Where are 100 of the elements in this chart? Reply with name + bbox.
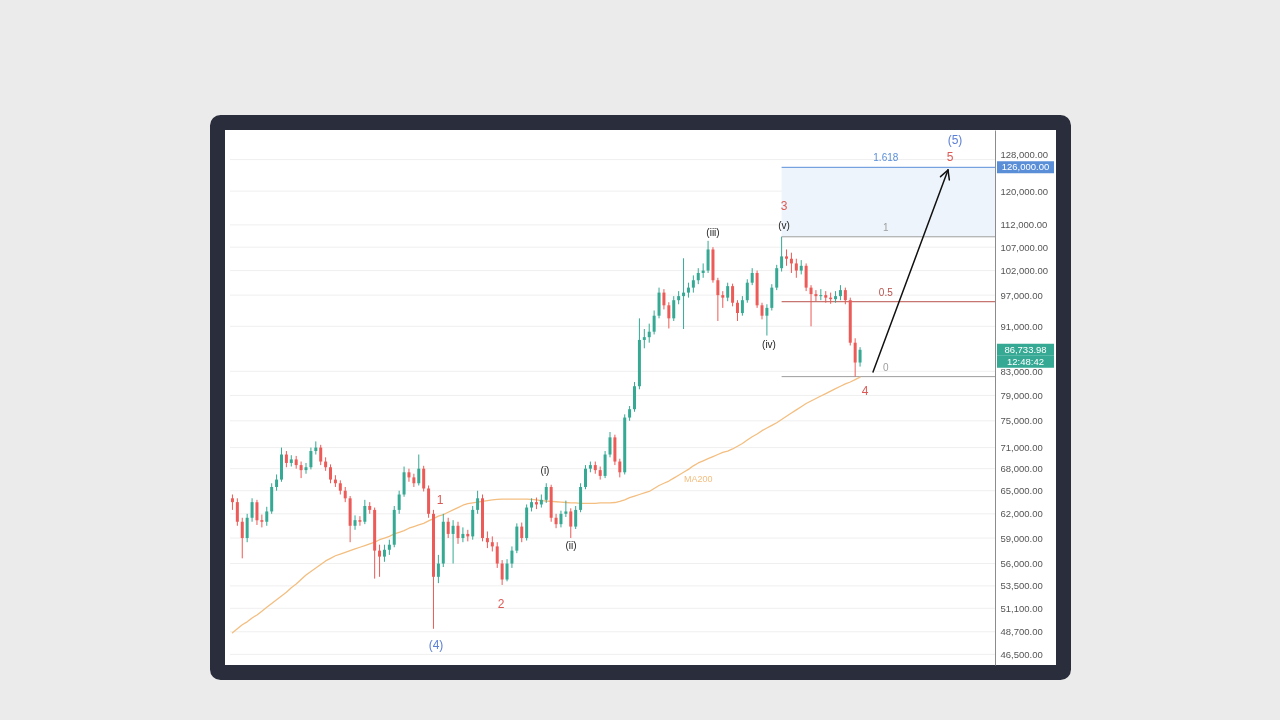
candlestick [706, 240, 710, 274]
candlestick [740, 295, 744, 317]
candlestick [255, 499, 259, 526]
y-tick-label: 46,500.00 [1000, 648, 1043, 660]
annotation: 4 [861, 384, 869, 398]
candlestick [765, 303, 769, 337]
candlestick [436, 554, 440, 584]
candlestick [745, 278, 749, 304]
candlestick [520, 522, 524, 543]
candlestick [412, 473, 416, 488]
candlestick [299, 461, 303, 479]
y-tick-label: 68,000.00 [1000, 463, 1043, 475]
candlestick [417, 454, 421, 486]
candlestick [569, 507, 573, 539]
candlestick [814, 289, 818, 302]
text: (5) [947, 133, 963, 147]
candlestick [329, 463, 333, 484]
candlestick [667, 301, 671, 329]
candlestick [603, 450, 607, 479]
text: 12:48:42 [1007, 355, 1044, 367]
candlestick [642, 328, 646, 349]
y-tick-label: 62,000.00 [1000, 508, 1043, 520]
y-tick-label: 102,000.00 [1000, 265, 1049, 277]
candlestick [510, 545, 514, 569]
text: 0.5 [878, 286, 894, 298]
candlestick [451, 519, 455, 565]
annotation: (ii) [565, 540, 577, 551]
annotation: (4) [428, 638, 444, 652]
candlestick [461, 526, 465, 543]
candlestick [770, 283, 774, 311]
candlestick [819, 288, 823, 301]
candlestick [235, 497, 239, 527]
candlestick [608, 431, 612, 458]
y-tick-label: 79,000.00 [1000, 389, 1043, 401]
candlestick [260, 514, 264, 528]
series-label: MA200 [683, 473, 713, 484]
candlestick [716, 277, 720, 322]
line-series [231, 376, 861, 634]
y-tick-label: 48,700.00 [1000, 626, 1043, 638]
candlestick [495, 541, 499, 569]
text: 0 [883, 361, 890, 373]
candlestick [250, 497, 254, 523]
y-tick-label: 71,000.00 [1000, 442, 1043, 454]
text: 86,733.98 [1004, 343, 1047, 355]
candlestick [794, 258, 798, 279]
candlestick [853, 337, 857, 378]
candlestick [652, 309, 656, 335]
y-tick-label: 120,000.00 [1000, 185, 1049, 197]
y-tick-label: 112,000.00 [1000, 219, 1048, 231]
candlestick [564, 500, 568, 518]
candlestick [633, 381, 637, 413]
y-tick-label: 75,000.00 [1000, 415, 1043, 427]
annotation: 2 [497, 597, 505, 611]
candlestick [500, 559, 504, 586]
candlestick [775, 264, 779, 291]
y-tick-label: 91,000.00 [1000, 320, 1043, 332]
candlestick [358, 515, 362, 527]
candlestick [353, 514, 357, 531]
y-tick-label: 97,000.00 [1000, 289, 1043, 301]
candlestick [618, 458, 622, 478]
candlestick [583, 464, 587, 490]
annotation: 3 [780, 199, 788, 213]
candlestick [735, 299, 739, 322]
y-tick-label: 59,000.00 [1000, 532, 1043, 544]
annotation: 1 [436, 493, 444, 507]
candlestick [554, 513, 558, 529]
text: 5 [946, 150, 954, 164]
candlestick [731, 283, 735, 307]
y-tick-label: 128,000.00 [1000, 149, 1049, 161]
candlestick [579, 482, 583, 513]
candlestick [672, 295, 676, 322]
candlestick [662, 288, 666, 310]
y-tick-label: 56,000.00 [1000, 558, 1043, 570]
candlestick [476, 490, 480, 515]
candlestick [505, 558, 509, 582]
y-tick-label: 107,000.00 [1000, 241, 1049, 253]
y-tick-label: 65,000.00 [1000, 485, 1043, 497]
candlestick [378, 544, 382, 578]
candlestick [402, 466, 406, 498]
candlestick [804, 262, 808, 292]
candlestick [240, 517, 244, 559]
candlestick [245, 513, 249, 543]
candlestick [544, 482, 548, 504]
text: 1 [883, 221, 890, 233]
candlestick [304, 462, 308, 475]
candlestick [858, 346, 862, 368]
annotation: (iii) [706, 227, 720, 238]
candlestick [407, 468, 411, 483]
y-tick-label: 83,000.00 [1000, 365, 1043, 377]
annotation: (v) [778, 220, 790, 231]
candlestick [780, 236, 784, 273]
candlestick [319, 444, 323, 466]
candlestick [422, 465, 426, 492]
text: 126,000.00 [1001, 161, 1050, 173]
y-tick-label: 53,500.00 [1000, 580, 1043, 592]
y-tick-label: 51,100.00 [1000, 602, 1043, 614]
candlestick [726, 282, 730, 302]
candlestick [265, 506, 269, 527]
candlestick [309, 447, 313, 470]
candlestick [647, 323, 651, 344]
